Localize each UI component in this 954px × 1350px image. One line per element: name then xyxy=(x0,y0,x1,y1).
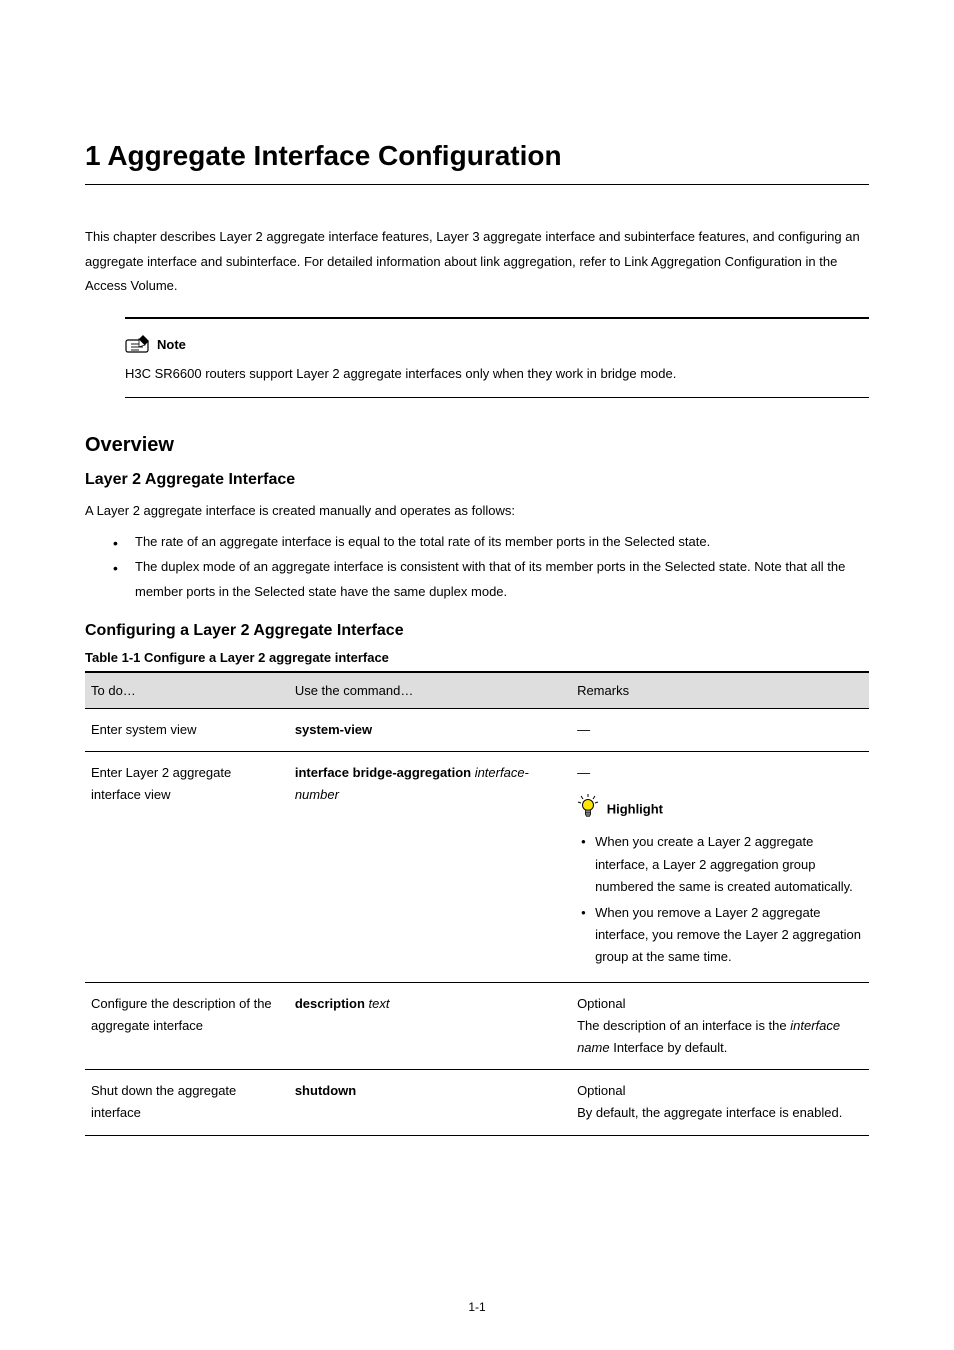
table-cell: description text xyxy=(289,983,571,1070)
table-header: Remarks xyxy=(571,672,869,709)
list-item: When you remove a Layer 2 aggregate inte… xyxy=(577,902,863,968)
list-item: The duplex mode of an aggregate interfac… xyxy=(85,555,869,604)
table-cell: shutdown xyxy=(289,1070,571,1135)
note-text: H3C SR6600 routers support Layer 2 aggre… xyxy=(125,362,869,385)
highlight-label: Highlight xyxy=(607,802,663,817)
plain-text: The description of an interface is the xyxy=(577,1018,790,1033)
page-number: 1-1 xyxy=(0,1300,954,1314)
plain-text: — xyxy=(577,765,590,780)
table-cell: Optional By default, the aggregate inter… xyxy=(571,1070,869,1135)
intro-paragraph: This chapter describes Layer 2 aggregate… xyxy=(85,225,869,299)
table-row: Configure the description of the aggrega… xyxy=(85,983,869,1070)
table-row: Enter system view system-view — xyxy=(85,709,869,752)
table-caption: Table 1-1 Configure a Layer 2 aggregate … xyxy=(85,650,869,665)
lightbulb-icon xyxy=(577,794,599,825)
list-item: The rate of an aggregate interface is eq… xyxy=(85,530,869,555)
table-row: Enter Layer 2 aggregate interface view i… xyxy=(85,752,869,983)
chapter-heading: 1 Aggregate Interface Configuration xyxy=(85,140,869,172)
subsection-heading-config: Configuring a Layer 2 Aggregate Interfac… xyxy=(85,622,869,640)
note-bottom-border xyxy=(125,397,869,398)
note-top-border xyxy=(125,317,869,319)
subsection-heading-l2: Layer 2 Aggregate Interface xyxy=(85,471,869,489)
overview-bullet-list: The rate of an aggregate interface is eq… xyxy=(85,530,869,604)
table-cell: Enter system view xyxy=(85,709,289,752)
command-text: interface bridge-aggregation xyxy=(295,765,471,780)
table-cell: Enter Layer 2 aggregate interface view xyxy=(85,752,289,983)
table-cell: — xyxy=(571,752,869,983)
table-cell: Shut down the aggregate interface xyxy=(85,1070,289,1135)
table-row: Shut down the aggregate interface shutdo… xyxy=(85,1070,869,1135)
plain-text: Optional xyxy=(577,996,625,1011)
table-header: To do… xyxy=(85,672,289,709)
plain-text: Optional xyxy=(577,1083,625,1098)
cell-bullet-list: When you create a Layer 2 aggregate inte… xyxy=(577,831,863,968)
note-header: Note xyxy=(125,333,869,356)
table-header: Use the command… xyxy=(289,672,571,709)
table-cell: interface bridge-aggregation interface-n… xyxy=(289,752,571,983)
table-cell: Optional The description of an interface… xyxy=(571,983,869,1070)
note-box: Note H3C SR6600 routers support Layer 2 … xyxy=(85,317,869,398)
plain-text: Interface by default. xyxy=(610,1040,728,1055)
table-cell: — xyxy=(571,709,869,752)
plain-text: By default, the aggregate interface is e… xyxy=(577,1105,842,1120)
section-heading-overview: Overview xyxy=(85,434,869,457)
list-item: When you create a Layer 2 aggregate inte… xyxy=(577,831,863,897)
command-table: To do… Use the command… Remarks Enter sy… xyxy=(85,671,869,1135)
command-text: system-view xyxy=(295,722,372,737)
overview-paragraph: A Layer 2 aggregate interface is created… xyxy=(85,499,869,524)
table-cell: Configure the description of the aggrega… xyxy=(85,983,289,1070)
section-divider xyxy=(85,184,869,185)
command-param: text xyxy=(365,996,390,1011)
command-text: shutdown xyxy=(295,1083,356,1098)
highlight-header: Highlight xyxy=(577,794,863,825)
table-cell: system-view xyxy=(289,709,571,752)
command-text: description xyxy=(295,996,365,1011)
note-label: Note xyxy=(157,337,186,352)
pencil-icon xyxy=(125,333,151,356)
